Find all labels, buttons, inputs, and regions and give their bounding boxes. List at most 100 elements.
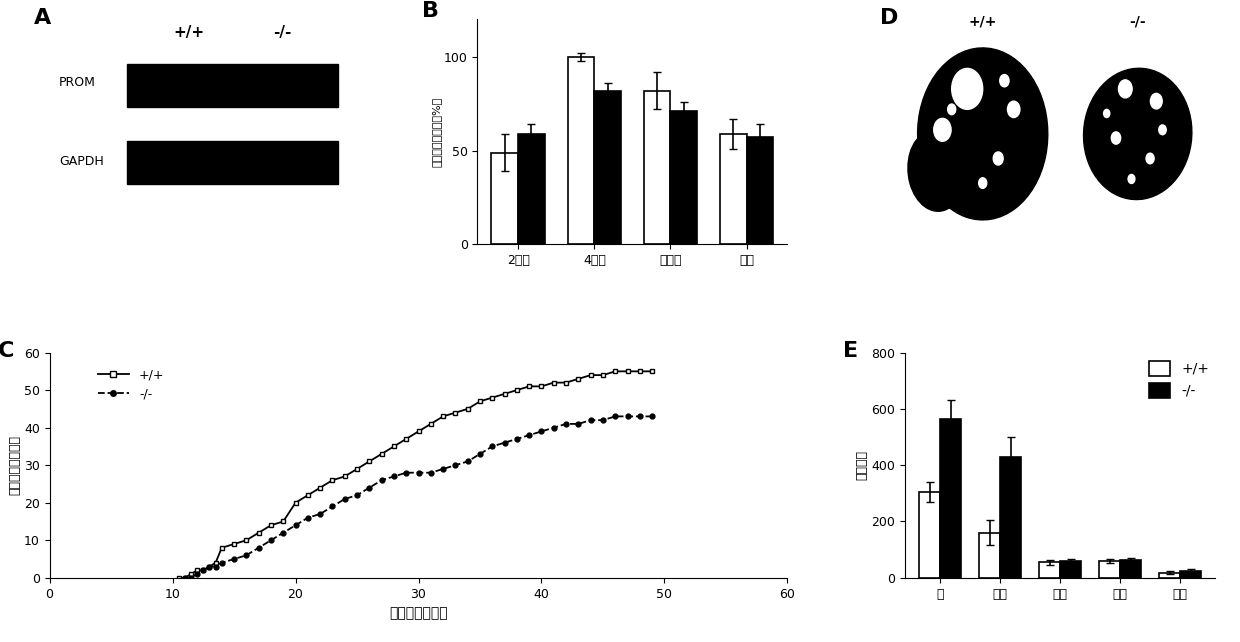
-/- bbox=[583, 416, 598, 424]
Bar bbox=[980, 533, 1001, 578]
-/- bbox=[399, 469, 414, 476]
Text: C: C bbox=[0, 342, 15, 361]
Circle shape bbox=[1118, 80, 1132, 98]
-/- bbox=[645, 413, 660, 421]
Text: +/+: +/+ bbox=[174, 25, 205, 40]
-/- bbox=[337, 495, 352, 503]
+/+ bbox=[547, 379, 562, 386]
+/+ bbox=[275, 517, 290, 525]
+/+ bbox=[399, 435, 414, 443]
X-axis label: 雌鼠年龄（周）: 雌鼠年龄（周） bbox=[389, 606, 448, 620]
Ellipse shape bbox=[918, 48, 1048, 220]
+/+ bbox=[208, 559, 223, 567]
-/- bbox=[227, 555, 242, 563]
Bar bbox=[1001, 456, 1022, 578]
+/+ bbox=[362, 458, 377, 465]
Bar bbox=[126, 64, 337, 107]
-/- bbox=[215, 559, 229, 567]
-/- bbox=[184, 574, 198, 582]
Circle shape bbox=[978, 178, 987, 188]
+/+ bbox=[184, 570, 198, 578]
+/+ bbox=[423, 420, 438, 428]
Bar bbox=[1159, 573, 1180, 578]
-/- bbox=[558, 420, 573, 428]
-/- bbox=[412, 469, 427, 476]
Bar bbox=[919, 492, 940, 578]
+/+ bbox=[485, 394, 500, 401]
+/+ bbox=[239, 537, 254, 544]
Circle shape bbox=[1128, 175, 1135, 184]
Circle shape bbox=[1007, 101, 1021, 117]
Bar bbox=[518, 134, 544, 245]
-/- bbox=[595, 416, 610, 424]
Text: A: A bbox=[35, 8, 51, 28]
Y-axis label: 各级卵泡: 各级卵泡 bbox=[856, 450, 869, 480]
-/- bbox=[522, 431, 537, 439]
-/- bbox=[312, 510, 327, 518]
Circle shape bbox=[1111, 132, 1121, 144]
-/- bbox=[547, 424, 562, 431]
+/+ bbox=[620, 367, 635, 375]
Bar bbox=[491, 153, 518, 245]
-/- bbox=[196, 566, 211, 574]
+/+ bbox=[510, 386, 525, 394]
+/+ bbox=[448, 409, 463, 417]
-/- bbox=[534, 428, 549, 435]
Text: +/+: +/+ bbox=[968, 14, 997, 28]
+/+ bbox=[595, 371, 610, 379]
+/+ bbox=[534, 383, 549, 390]
+/+ bbox=[632, 367, 647, 375]
+/+ bbox=[288, 499, 303, 507]
+/+ bbox=[196, 566, 211, 574]
Text: GAPDH: GAPDH bbox=[60, 155, 104, 168]
+/+ bbox=[215, 544, 229, 551]
-/- bbox=[448, 462, 463, 469]
-/- bbox=[300, 514, 315, 521]
+/+ bbox=[325, 476, 340, 484]
-/- bbox=[190, 570, 205, 578]
Line: +/+: +/+ bbox=[176, 369, 655, 580]
Text: B: B bbox=[422, 1, 439, 21]
+/+ bbox=[177, 574, 192, 582]
-/- bbox=[435, 465, 450, 473]
Y-axis label: 累计生仔数（只）: 累计生仔数（只） bbox=[9, 435, 21, 495]
Circle shape bbox=[952, 69, 982, 109]
-/- bbox=[374, 476, 389, 484]
+/+ bbox=[645, 367, 660, 375]
+/+ bbox=[337, 473, 352, 480]
Bar bbox=[594, 91, 621, 245]
+/+ bbox=[412, 428, 427, 435]
-/- bbox=[208, 562, 223, 570]
Bar bbox=[1039, 562, 1060, 578]
Legend: +/+, -/-: +/+, -/- bbox=[93, 363, 170, 406]
+/+ bbox=[435, 413, 450, 421]
-/- bbox=[472, 450, 487, 458]
Text: D: D bbox=[880, 8, 899, 28]
-/- bbox=[275, 529, 290, 537]
-/- bbox=[350, 491, 365, 499]
-/- bbox=[460, 458, 475, 465]
-/- bbox=[510, 435, 525, 443]
-/- bbox=[570, 420, 585, 428]
-/- bbox=[263, 537, 278, 544]
Bar bbox=[126, 141, 337, 184]
Y-axis label: 受精卵各期比率（%）: 受精卵各期比率（%） bbox=[432, 97, 441, 167]
-/- bbox=[239, 551, 254, 559]
Text: E: E bbox=[843, 342, 858, 361]
Ellipse shape bbox=[1084, 68, 1192, 200]
+/+ bbox=[522, 383, 537, 390]
+/+ bbox=[472, 397, 487, 405]
Circle shape bbox=[999, 74, 1009, 87]
Bar bbox=[940, 419, 961, 578]
+/+ bbox=[227, 540, 242, 548]
Circle shape bbox=[1158, 125, 1166, 135]
+/+ bbox=[608, 367, 622, 375]
Bar bbox=[644, 91, 671, 245]
+/+ bbox=[558, 379, 573, 386]
Line: -/-: -/- bbox=[182, 414, 655, 580]
+/+ bbox=[387, 442, 402, 450]
+/+ bbox=[190, 566, 205, 574]
-/- bbox=[252, 544, 267, 551]
-/- bbox=[288, 521, 303, 529]
Circle shape bbox=[1146, 153, 1154, 164]
